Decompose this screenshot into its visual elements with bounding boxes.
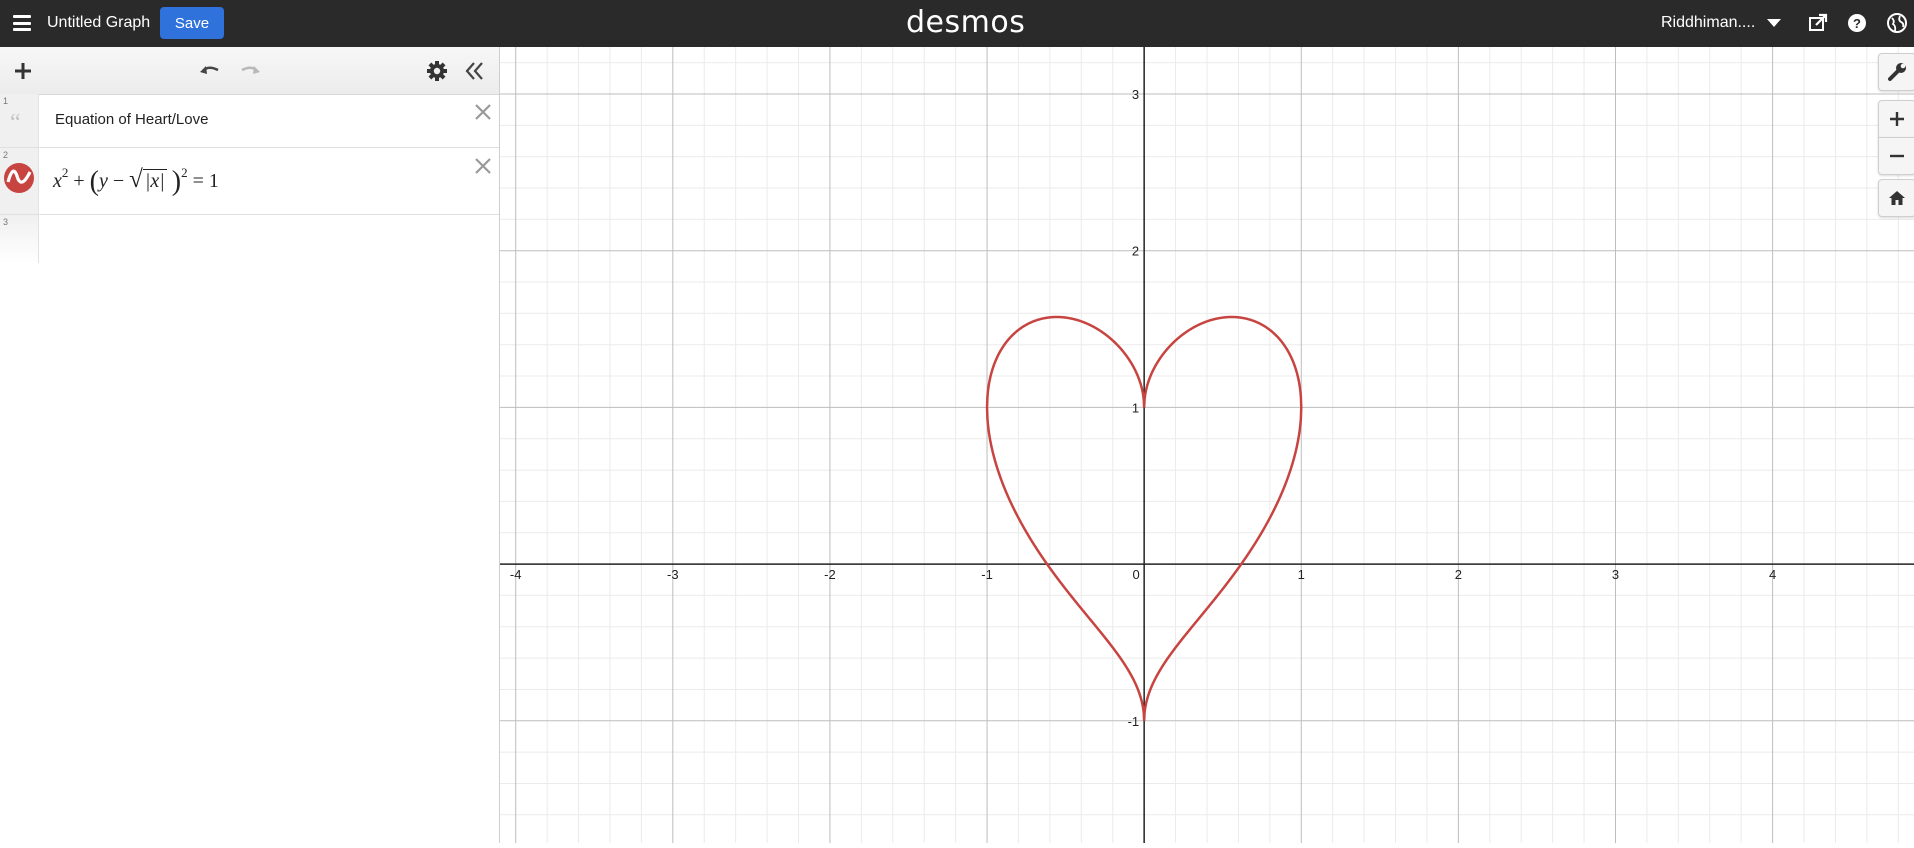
svg-text:“: “ [10, 114, 21, 128]
globe-icon[interactable] [1886, 12, 1908, 34]
default-viewport-button[interactable] [1878, 179, 1914, 217]
graph-canvas[interactable]: -4 -3 -2 -1 0 1 2 3 4 3 2 1 -1 [500, 47, 1914, 843]
math-y: y [99, 170, 108, 192]
zoom-out-button[interactable] [1878, 137, 1914, 175]
double-chevron-left-icon[interactable] [464, 60, 486, 82]
math-radicand: |x| [142, 169, 167, 192]
minor-gridlines [500, 47, 1914, 843]
note-text[interactable]: Equation of Heart/Love [55, 111, 209, 128]
menu-icon[interactable] [13, 15, 31, 31]
desmos-logo: desmos [906, 5, 1026, 40]
heart-curve[interactable] [985, 315, 1303, 721]
expression-panel: 1 “ Equation of Heart/Love 2 x2 + (y − √… [0, 47, 500, 843]
close-icon[interactable] [473, 102, 493, 122]
y-tick-label: 1 [1132, 400, 1139, 415]
y-tick-label: -1 [1128, 714, 1140, 729]
expression-row-empty[interactable]: 3 [0, 215, 499, 263]
y-tick-label: 2 [1132, 244, 1139, 259]
x-tick-label: -3 [667, 567, 679, 582]
expression-row-note[interactable]: 1 “ Equation of Heart/Love [0, 94, 499, 148]
undo-icon[interactable] [198, 61, 222, 81]
x-tick-label: 3 [1612, 567, 1619, 582]
share-icon[interactable] [1807, 12, 1829, 34]
graph-title[interactable]: Untitled Graph [47, 14, 151, 31]
expression-toolbar [0, 47, 499, 95]
x-tick-label: 4 [1769, 567, 1776, 582]
graph-paper[interactable]: -4 -3 -2 -1 0 1 2 3 4 3 2 1 -1 [500, 47, 1914, 843]
zoom-in-button[interactable] [1878, 100, 1914, 138]
x-tick-label: 2 [1455, 567, 1462, 582]
chevron-down-icon[interactable] [1767, 19, 1781, 27]
quote-icon: “ [10, 114, 21, 128]
zoom-out-icon [1890, 154, 1904, 158]
redo-icon[interactable] [238, 61, 262, 81]
major-gridlines [500, 47, 1914, 843]
math-exponent: 2 [61, 165, 69, 181]
x-tick-label: -2 [824, 567, 836, 582]
expression-tab: 2 [0, 148, 39, 214]
math-equals-one: = 1 [192, 170, 219, 192]
save-button[interactable]: Save [160, 7, 224, 39]
expression-tab: 3 [0, 215, 39, 263]
x-tick-label: -1 [981, 567, 993, 582]
row-number: 1 [3, 96, 9, 106]
top-bar: Untitled Graph Save desmos Riddhiman....… [0, 0, 1914, 47]
graph-settings-button[interactable] [1878, 53, 1914, 91]
x-tick-label: 0 [1133, 567, 1140, 582]
x-tick-label: 1 [1298, 567, 1305, 582]
math-minus: − [112, 170, 125, 192]
math-sqrt: √ [129, 166, 143, 193]
row-number: 2 [3, 150, 9, 160]
x-tick-label: -4 [510, 567, 522, 582]
close-icon[interactable] [473, 156, 493, 176]
svg-text:?: ? [1853, 16, 1861, 31]
math-input[interactable]: x2 + (y − √ |x| )2 = 1 [53, 163, 219, 197]
row-number: 3 [3, 217, 9, 227]
math-abs-x: |x| [144, 170, 165, 192]
math-plus: + [73, 170, 85, 192]
tick-labels: -4 -3 -2 -1 0 1 2 3 4 3 2 1 -1 [510, 87, 1776, 729]
gear-icon[interactable] [426, 60, 448, 82]
graph-toggle-icon[interactable] [3, 162, 35, 194]
expression-tab: 1 “ [0, 94, 39, 147]
expression-row-equation[interactable]: 2 x2 + (y − √ |x| )2 = 1 [0, 148, 499, 215]
zoom-in-icon [1890, 112, 1904, 126]
user-menu[interactable]: Riddhiman.... [1661, 14, 1756, 31]
wrench-icon [1888, 63, 1906, 81]
math-x: x [53, 170, 62, 192]
math-paren-right: ) [171, 166, 182, 197]
home-icon [1889, 191, 1905, 205]
help-icon[interactable]: ? [1846, 12, 1868, 34]
y-tick-label: 3 [1132, 87, 1139, 102]
math-exponent: 2 [181, 165, 188, 181]
math-paren-left: ( [89, 166, 99, 197]
plus-icon[interactable] [13, 61, 33, 81]
